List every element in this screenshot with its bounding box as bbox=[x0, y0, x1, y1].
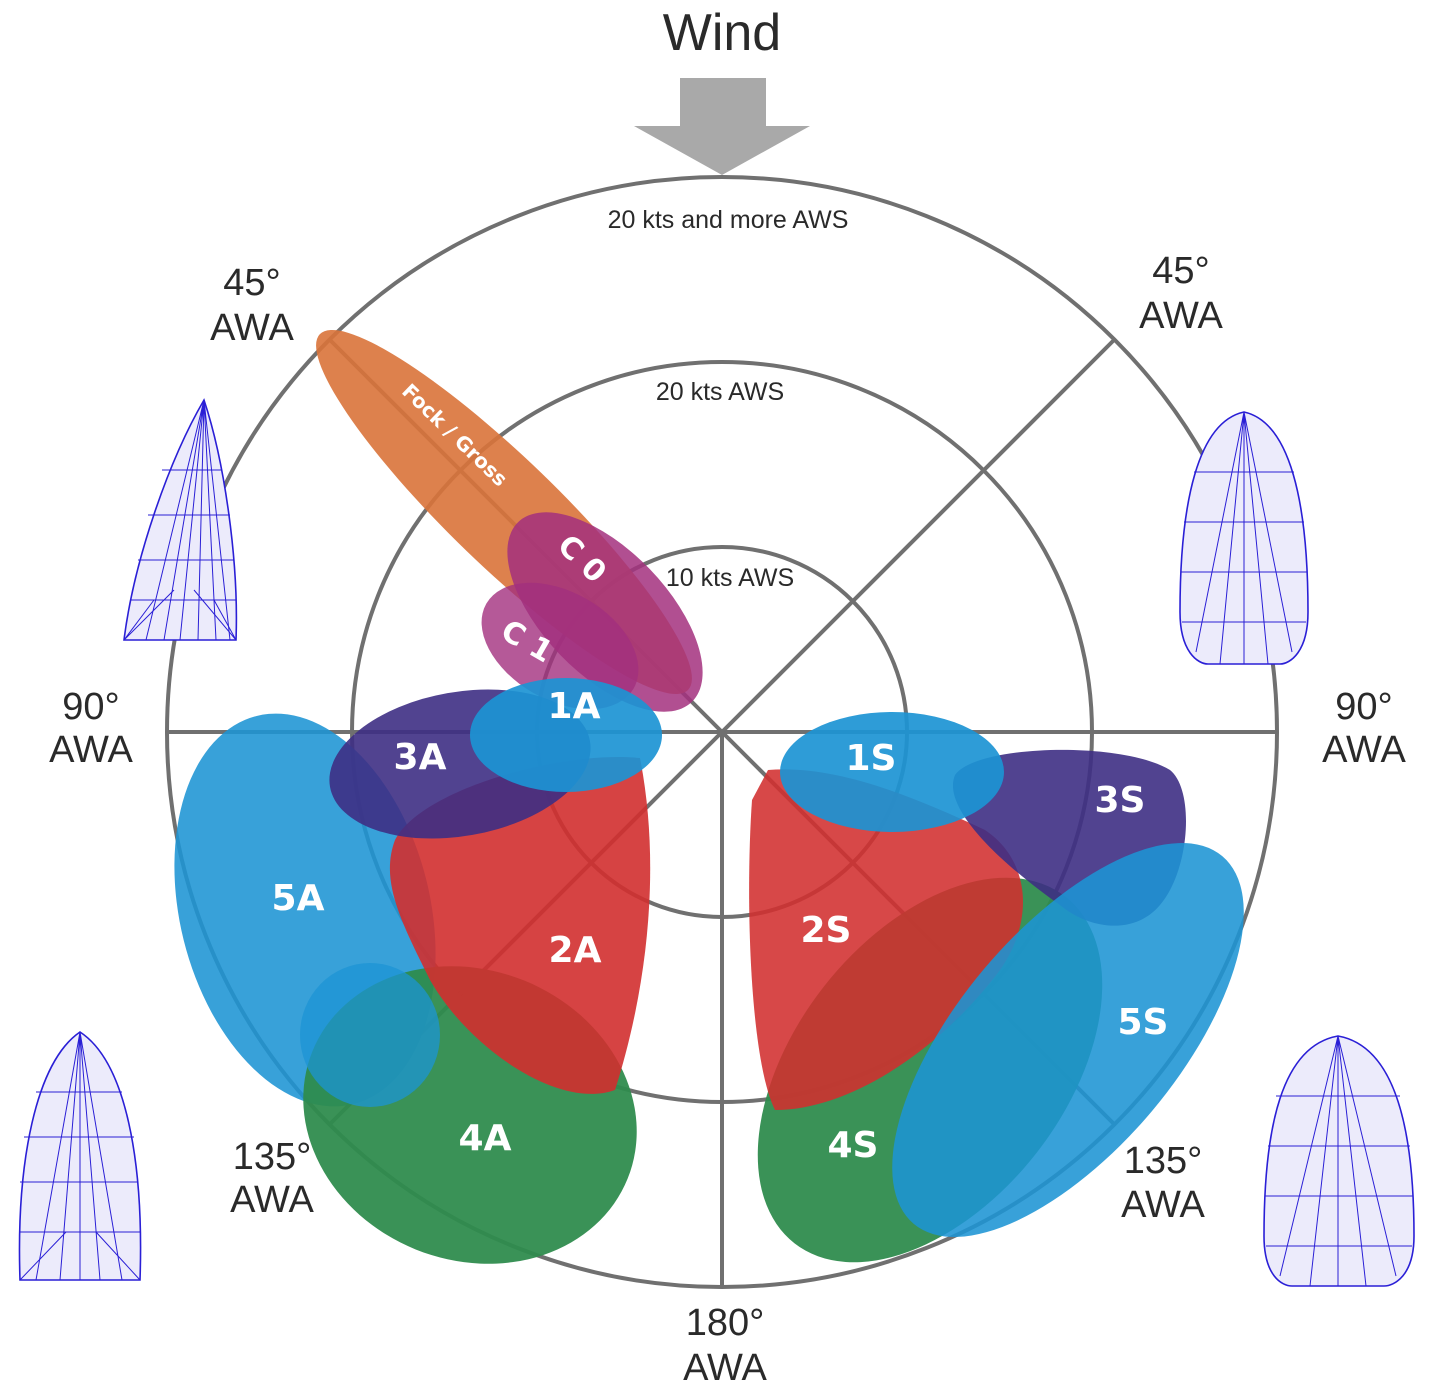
ring-label-outer: 20 kts and more AWS bbox=[608, 206, 849, 234]
wind-title: Wind bbox=[663, 4, 781, 62]
ring-label-middle: 20 kts AWS bbox=[656, 378, 784, 406]
angle-label-left: 90° AWA bbox=[49, 686, 133, 771]
zone-2a bbox=[389, 756, 651, 1094]
zone-c1 bbox=[481, 582, 639, 710]
zone-label-3a: 3A bbox=[394, 737, 447, 778]
zone-label-2a: 2A bbox=[549, 930, 602, 971]
svg-text:135°: 135° bbox=[233, 1136, 312, 1178]
zone-label-5a: 5A bbox=[272, 878, 325, 919]
svg-text:90°: 90° bbox=[1335, 686, 1392, 728]
zone-5s bbox=[892, 843, 1244, 1237]
zone-label-1a: 1A bbox=[548, 686, 601, 727]
angle-label-bottom-left: 135° AWA bbox=[230, 1136, 314, 1221]
svg-text:AWA: AWA bbox=[1121, 1184, 1205, 1226]
wind-arrow-icon bbox=[634, 78, 810, 175]
svg-text:180°: 180° bbox=[686, 1302, 765, 1344]
zone-label-5s: 5S bbox=[1118, 1002, 1169, 1043]
svg-text:90°: 90° bbox=[62, 686, 119, 728]
svg-text:45°: 45° bbox=[1152, 250, 1209, 292]
svg-text:AWA: AWA bbox=[1322, 729, 1406, 771]
angle-label-top-right: 45° AWA bbox=[1139, 250, 1223, 337]
zone-label-2s: 2S bbox=[801, 910, 852, 951]
zone-label-1s: 1S bbox=[846, 738, 897, 779]
spoke-45-right bbox=[720, 338, 1116, 734]
svg-text:AWA: AWA bbox=[230, 1179, 314, 1221]
asymmetric-spinnaker-icon bbox=[18, 1031, 142, 1281]
angle-label-bottom-right: 135° AWA bbox=[1121, 1140, 1205, 1226]
symmetric-spinnaker-icon bbox=[1179, 411, 1309, 665]
svg-text:AWA: AWA bbox=[1139, 295, 1223, 337]
svg-text:AWA: AWA bbox=[683, 1347, 767, 1389]
zone-2s bbox=[749, 769, 1023, 1110]
zone-label-4a: 4A bbox=[459, 1118, 512, 1159]
sail-zones bbox=[174, 329, 1244, 1264]
ring-label-inner: 10 kts AWS bbox=[666, 564, 794, 592]
zone-5a-overlap bbox=[300, 963, 440, 1107]
zone-1s bbox=[780, 712, 1004, 832]
angle-label-top-left: 45° AWA bbox=[210, 262, 294, 349]
angle-label-right: 90° AWA bbox=[1322, 686, 1406, 771]
zone-label-4s: 4S bbox=[828, 1125, 879, 1166]
svg-text:45°: 45° bbox=[223, 262, 280, 304]
zone-label-3s: 3S bbox=[1095, 780, 1146, 821]
svg-text:AWA: AWA bbox=[49, 729, 133, 771]
angle-label-bottom: 180° AWA bbox=[683, 1302, 767, 1389]
svg-text:AWA: AWA bbox=[210, 307, 294, 349]
asymmetric-spinnaker-icon bbox=[123, 398, 238, 641]
zone-1a bbox=[470, 678, 662, 792]
svg-text:135°: 135° bbox=[1124, 1140, 1203, 1182]
symmetric-spinnaker-icon bbox=[1263, 1035, 1415, 1287]
